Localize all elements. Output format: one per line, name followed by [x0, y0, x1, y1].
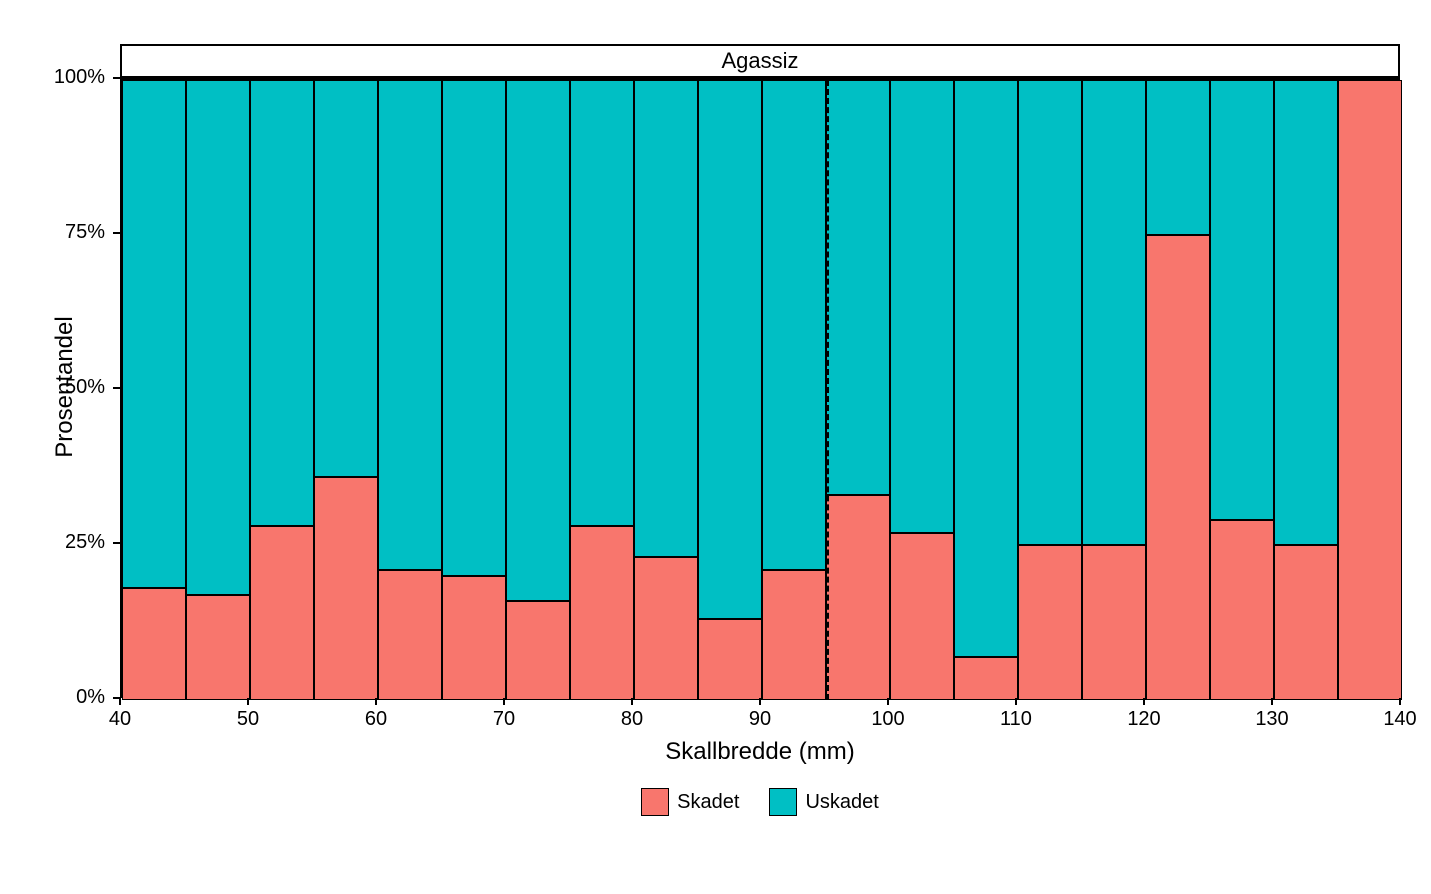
- bar-skadet: [762, 570, 826, 700]
- legend-swatch: [641, 788, 669, 816]
- y-tick-label: 25%: [45, 531, 105, 554]
- bar-uskadet: [890, 80, 954, 533]
- bar-uskadet: [954, 80, 1018, 657]
- bar-uskadet: [1082, 80, 1146, 545]
- bar-skadet: [122, 588, 186, 700]
- bar-uskadet: [1146, 80, 1210, 235]
- chart-container: Agassiz Prosentandel Skallbredde (mm) Sk…: [20, 20, 1411, 874]
- x-tick: [1399, 698, 1401, 705]
- legend-item: Uskadet: [769, 788, 878, 816]
- x-tick: [247, 698, 249, 705]
- x-tick-label: 100: [863, 708, 913, 731]
- x-tick-label: 130: [1247, 708, 1297, 731]
- plot-area: [120, 78, 1400, 698]
- bar-skadet: [1018, 545, 1082, 700]
- x-tick: [503, 698, 505, 705]
- bar-skadet: [186, 595, 250, 700]
- x-tick-label: 60: [351, 708, 401, 731]
- bar-skadet: [634, 557, 698, 700]
- legend-label: Uskadet: [805, 791, 878, 814]
- x-tick-label: 110: [991, 708, 1041, 731]
- legend-item: Skadet: [641, 788, 739, 816]
- facet-strip: Agassiz: [120, 44, 1400, 78]
- legend-swatch: [769, 788, 797, 816]
- bar-skadet: [1210, 520, 1274, 700]
- y-tick-label: 0%: [45, 686, 105, 709]
- x-tick-label: 90: [735, 708, 785, 731]
- bar-uskadet: [250, 80, 314, 526]
- x-tick-label: 40: [95, 708, 145, 731]
- y-tick: [113, 232, 120, 234]
- x-axis-label: Skallbredde (mm): [640, 738, 880, 766]
- bar-skadet: [570, 526, 634, 700]
- bar-uskadet: [1018, 80, 1082, 545]
- reference-line: [826, 80, 829, 700]
- x-tick: [1271, 698, 1273, 705]
- bar-skadet: [826, 495, 890, 700]
- bar-uskadet: [1274, 80, 1338, 545]
- legend: Skadet Uskadet: [620, 788, 900, 816]
- x-tick: [1015, 698, 1017, 705]
- x-tick: [375, 698, 377, 705]
- legend-label: Skadet: [677, 791, 739, 814]
- bar-uskadet: [762, 80, 826, 570]
- bar-skadet: [1338, 80, 1402, 700]
- bar-skadet: [250, 526, 314, 700]
- bar-skadet: [506, 601, 570, 700]
- bar-skadet: [1082, 545, 1146, 700]
- bar-skadet: [890, 533, 954, 700]
- y-tick: [113, 77, 120, 79]
- bar-uskadet: [314, 80, 378, 477]
- bar-skadet: [698, 619, 762, 700]
- y-tick-label: 100%: [45, 66, 105, 89]
- bar-skadet: [442, 576, 506, 700]
- bar-skadet: [378, 570, 442, 700]
- x-tick: [119, 698, 121, 705]
- x-tick: [1143, 698, 1145, 705]
- x-tick: [631, 698, 633, 705]
- x-tick: [887, 698, 889, 705]
- bar-skadet: [954, 657, 1018, 700]
- bar-uskadet: [1210, 80, 1274, 520]
- bar-skadet: [314, 477, 378, 700]
- bar-uskadet: [186, 80, 250, 595]
- x-tick-label: 140: [1375, 708, 1425, 731]
- y-tick-label: 50%: [45, 376, 105, 399]
- bar-uskadet: [570, 80, 634, 526]
- bar-uskadet: [506, 80, 570, 601]
- bar-uskadet: [698, 80, 762, 619]
- y-tick: [113, 542, 120, 544]
- y-tick-label: 75%: [45, 221, 105, 244]
- bar-uskadet: [378, 80, 442, 570]
- x-tick-label: 70: [479, 708, 529, 731]
- x-tick: [759, 698, 761, 705]
- bar-uskadet: [826, 80, 890, 495]
- bar-uskadet: [442, 80, 506, 576]
- y-tick: [113, 387, 120, 389]
- facet-title: Agassiz: [721, 48, 798, 74]
- x-tick-label: 50: [223, 708, 273, 731]
- x-tick-label: 120: [1119, 708, 1169, 731]
- bar-uskadet: [122, 80, 186, 588]
- bar-skadet: [1146, 235, 1210, 700]
- bar-uskadet: [634, 80, 698, 557]
- bar-skadet: [1274, 545, 1338, 700]
- x-tick-label: 80: [607, 708, 657, 731]
